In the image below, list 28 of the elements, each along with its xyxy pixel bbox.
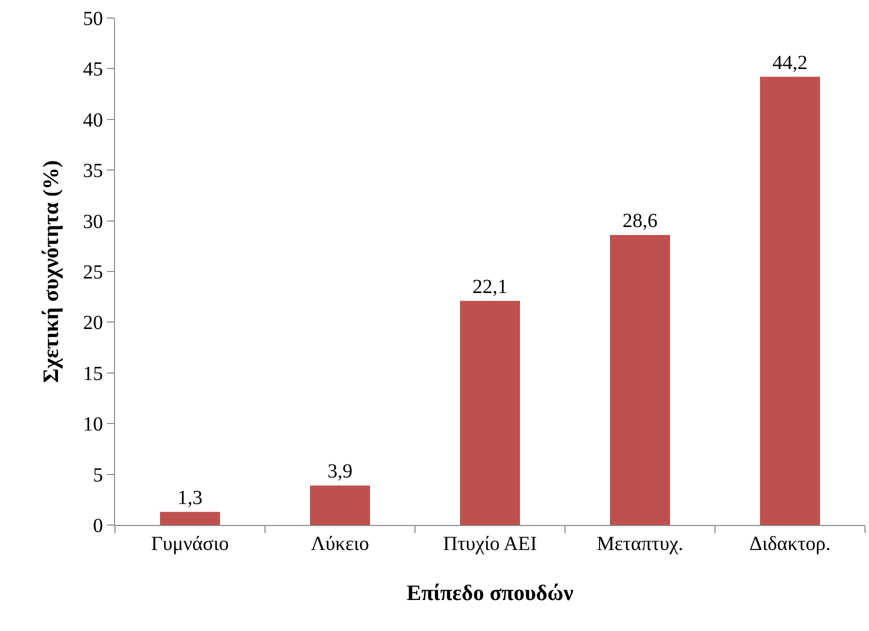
y-tick-label: 0 — [93, 515, 103, 537]
data-label: 1,3 — [178, 486, 202, 509]
x-tick-label: Μεταπτυχ. — [596, 533, 684, 555]
x-tick-label: Λύκειο — [310, 533, 370, 555]
data-label: 44,2 — [772, 52, 808, 74]
data-label: 28,6 — [622, 210, 658, 232]
data-label: 22,1 — [472, 276, 508, 298]
x-tick-label: Διδακτορ. — [749, 533, 831, 555]
y-axis-title: Σχετική συχνότητα (%) — [38, 160, 63, 383]
y-tick-label: 35 — [83, 160, 103, 182]
y-tick-label: 5 — [93, 464, 103, 486]
y-tick-label: 25 — [83, 262, 103, 284]
bar — [610, 235, 670, 525]
y-tick-label: 20 — [83, 312, 103, 334]
bar — [310, 485, 370, 525]
x-tick-label: Πτυχίο ΑΕΙ — [443, 533, 537, 555]
bar — [460, 300, 520, 525]
bar — [760, 76, 820, 525]
y-tick-label: 50 — [83, 8, 103, 30]
y-tick-label: 30 — [83, 210, 103, 233]
y-tick-label: 40 — [83, 109, 103, 132]
y-tick-label: 10 — [83, 414, 103, 436]
y-tick-label: 45 — [83, 58, 103, 81]
data-label: 3,9 — [328, 460, 352, 482]
x-axis-title: Επίπεδο σπουδών — [406, 580, 574, 605]
bar — [160, 512, 220, 525]
x-tick-label: Γυμνάσιο — [151, 533, 229, 555]
y-tick-label: 15 — [83, 362, 103, 385]
